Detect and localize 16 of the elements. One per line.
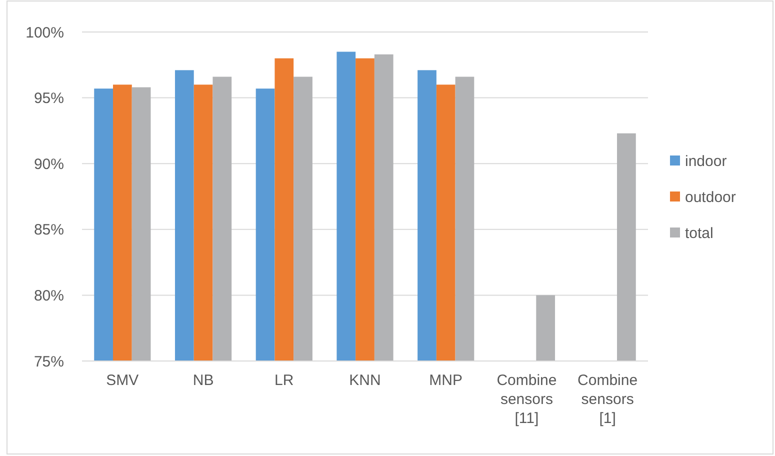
- legend-label: indoor: [685, 152, 727, 170]
- x-tick-label: SMV: [106, 372, 139, 389]
- x-tick-label: MNP: [429, 372, 463, 389]
- legend-label: outdoor: [685, 188, 736, 206]
- x-tick-label: KNN: [349, 372, 381, 389]
- y-tick-label: 80%: [34, 287, 64, 304]
- x-tick-label: Combine sensors [1]: [578, 372, 638, 427]
- y-tick-label: 85%: [34, 222, 64, 239]
- legend-label: total: [685, 224, 714, 242]
- x-tick-label: NB: [192, 372, 214, 389]
- y-tick-label: 90%: [34, 156, 64, 173]
- y-tick-label: 75%: [34, 353, 64, 370]
- y-tick-label: 95%: [34, 90, 64, 108]
- x-tick-label: LR: [274, 372, 294, 389]
- x-tick-label: Combine sensors [11]: [496, 372, 557, 427]
- y-tick-label: 100%: [26, 24, 64, 42]
